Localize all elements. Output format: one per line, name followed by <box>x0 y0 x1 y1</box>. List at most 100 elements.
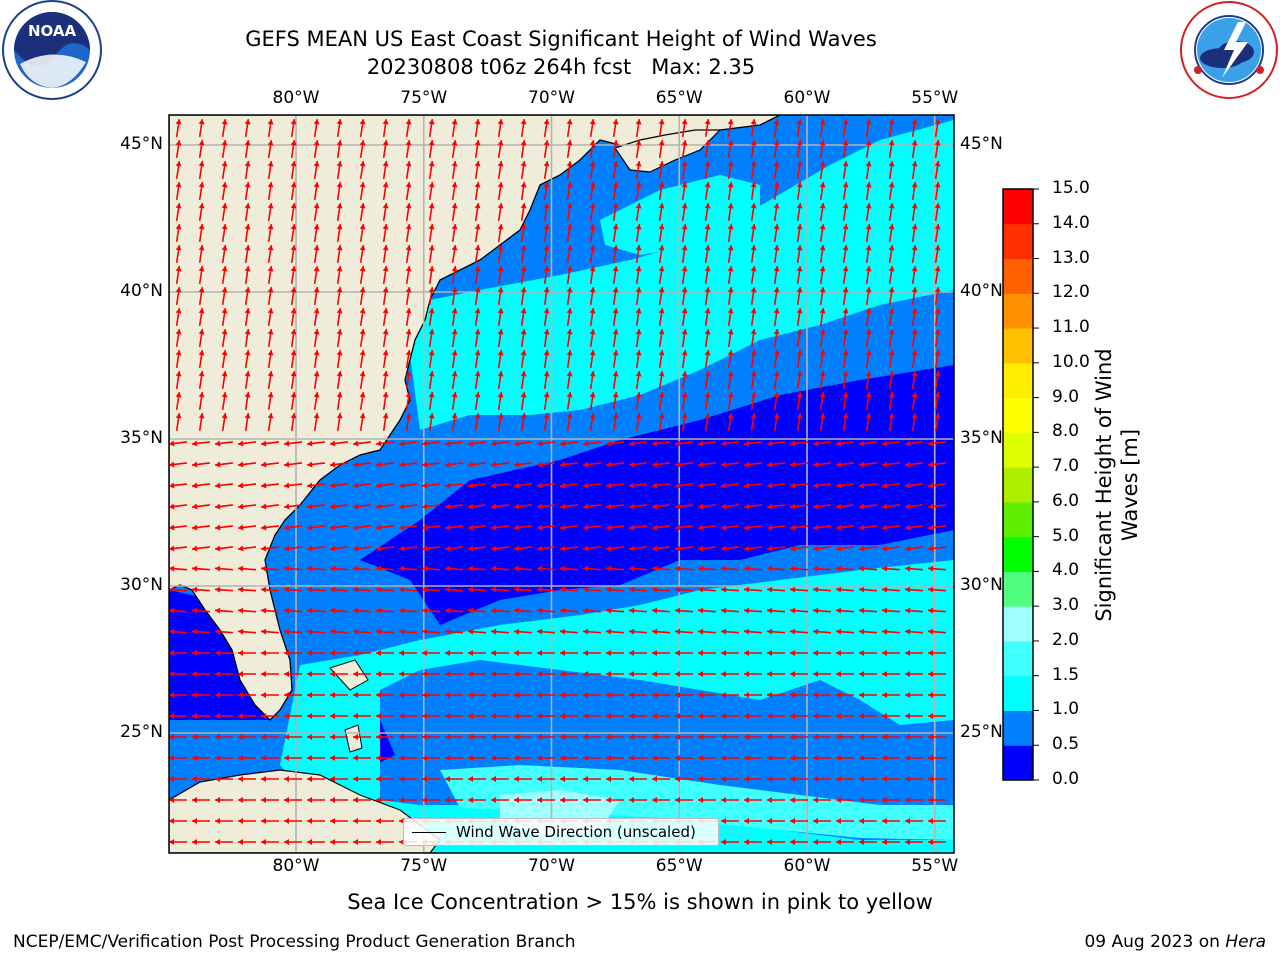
wave-direction-arrow <box>767 818 785 824</box>
wave-direction-arrow <box>543 370 550 390</box>
wave-direction-arrow <box>169 650 187 656</box>
wave-direction-arrow <box>583 692 601 698</box>
wave-direction-arrow <box>169 586 188 593</box>
wave-direction-arrow <box>704 265 711 285</box>
wave-direction-arrow <box>727 286 734 306</box>
wave-direction-arrow <box>766 524 786 531</box>
wave-direction-arrow <box>606 650 624 656</box>
wave-direction-arrow <box>704 307 711 327</box>
wave-direction-arrow <box>888 244 895 264</box>
wave-direction-arrow <box>468 713 486 719</box>
wave-direction-arrow <box>928 755 946 761</box>
wave-direction-arrow <box>520 118 527 138</box>
wave-direction-arrow <box>260 586 280 593</box>
wave-direction-arrow <box>169 713 187 719</box>
colorbar-swatch <box>1003 606 1033 642</box>
wave-direction-arrow <box>260 482 280 489</box>
wave-direction-arrow <box>353 692 371 698</box>
wave-direction-arrow <box>766 545 786 552</box>
wave-direction-arrow <box>353 755 371 761</box>
wave-direction-arrow <box>467 628 487 635</box>
wave-direction-arrow <box>497 286 504 306</box>
wave-direction-arrow <box>169 565 188 572</box>
wave-direction-arrow <box>405 307 412 327</box>
wave-direction-arrow <box>352 628 372 635</box>
wave-direction-arrow <box>428 202 435 222</box>
wave-direction-arrow <box>583 776 601 782</box>
wave-direction-arrow <box>352 524 372 531</box>
wave-direction-arrow <box>789 503 809 510</box>
wave-direction-arrow <box>215 734 233 740</box>
wave-direction-arrow <box>859 650 877 656</box>
wave-direction-arrow <box>651 482 671 489</box>
wave-direction-arrow <box>566 244 573 264</box>
wave-direction-arrow <box>819 412 826 432</box>
wave-direction-arrow <box>490 628 510 635</box>
wave-direction-arrow <box>835 586 855 593</box>
wave-direction-arrow <box>191 628 211 635</box>
wave-direction-arrow <box>175 265 182 285</box>
wave-direction-arrow <box>451 139 458 159</box>
wave-direction-arrow <box>858 461 878 468</box>
wave-direction-arrow <box>744 692 762 698</box>
lon-label-top: 70°W <box>528 88 575 108</box>
wave-direction-arrow <box>583 713 601 719</box>
wave-direction-arrow <box>744 818 762 824</box>
wave-direction-arrow <box>720 565 740 572</box>
wave-direction-arrow <box>704 328 711 348</box>
wave-direction-arrow <box>192 650 210 656</box>
wave-direction-arrow <box>905 839 923 845</box>
wave-direction-arrow <box>812 503 832 510</box>
wave-direction-arrow <box>376 671 394 677</box>
wave-direction-arrow <box>307 671 325 677</box>
wave-direction-arrow <box>215 755 233 761</box>
wave-direction-arrow <box>766 586 786 593</box>
wave-direction-arrow <box>329 565 349 572</box>
wave-direction-arrow <box>375 482 395 489</box>
wave-direction-arrow <box>421 482 441 489</box>
wave-direction-arrow <box>543 244 550 264</box>
wave-direction-arrow <box>560 755 578 761</box>
wave-direction-arrow <box>566 349 573 369</box>
wave-direction-arrow <box>267 223 274 243</box>
wave-direction-arrow <box>674 565 694 572</box>
wave-direction-arrow <box>313 286 320 306</box>
wave-direction-arrow <box>658 328 665 348</box>
wave-direction-arrow <box>865 244 872 264</box>
wave-direction-arrow <box>238 755 256 761</box>
wave-direction-arrow <box>221 412 228 432</box>
wave-direction-arrow <box>244 307 251 327</box>
wave-direction-arrow <box>244 286 251 306</box>
wave-direction-arrow <box>313 139 320 159</box>
wave-direction-arrow <box>652 692 670 698</box>
wave-direction-arrow <box>652 797 670 803</box>
wave-direction-arrow <box>267 181 274 201</box>
wave-direction-arrow <box>928 776 946 782</box>
wave-direction-arrow <box>468 671 486 677</box>
wave-direction-arrow <box>329 482 349 489</box>
wave-direction-arrow <box>313 370 320 390</box>
colorbar-label: Significant Height of Wind Waves [m] <box>1092 348 1142 622</box>
wave-direction-arrow <box>283 482 303 489</box>
nws-logo <box>1180 1 1278 99</box>
wave-direction-arrow <box>721 671 739 677</box>
wave-direction-arrow <box>858 565 878 572</box>
wave-direction-arrow <box>451 328 458 348</box>
colorbar-swatch <box>1003 362 1033 399</box>
wave-direction-arrow <box>191 524 211 531</box>
wave-direction-arrow <box>428 328 435 348</box>
wave-direction-arrow <box>651 503 671 510</box>
wave-direction-arrow <box>543 223 550 243</box>
wave-direction-arrow <box>796 118 803 138</box>
wave-direction-arrow <box>790 818 808 824</box>
wave-direction-arrow <box>681 328 688 348</box>
wave-direction-arrow <box>382 328 389 348</box>
wave-direction-arrow <box>635 244 642 264</box>
wave-direction-arrow <box>359 139 366 159</box>
wave-direction-arrow <box>905 692 923 698</box>
wave-direction-arrow <box>744 713 762 719</box>
wave-direction-arrow <box>674 607 694 614</box>
wave-direction-arrow <box>796 391 803 411</box>
wave-direction-arrow <box>375 607 395 614</box>
wave-direction-arrow <box>260 461 280 468</box>
